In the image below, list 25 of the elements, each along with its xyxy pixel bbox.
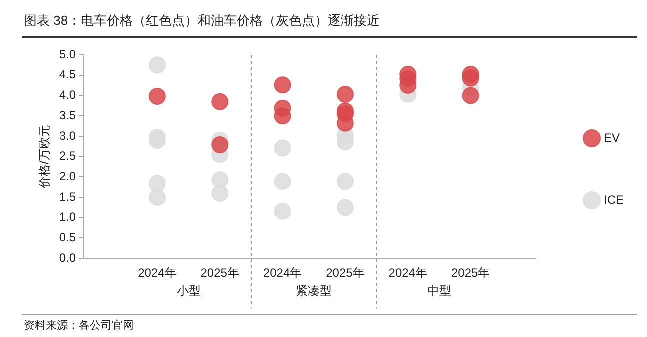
x-tick-label: 2024年 (263, 266, 302, 280)
x-tick-label: 2025年 (326, 266, 365, 280)
text: 资料来源：各公司官网 (24, 318, 134, 333)
y-tick-label: 3.0 (59, 128, 76, 143)
legend-label: EV (604, 130, 620, 145)
y-axis-title: 价格/万欧元 (38, 125, 52, 190)
x-tick-label: 2024年 (138, 266, 177, 280)
x-tick-label: 2024年 (388, 266, 428, 280)
legend-label: ICE (604, 192, 624, 207)
text: 中型 (427, 284, 452, 298)
text: 紧凑型 (296, 284, 332, 298)
y-tick-label: 4.5 (59, 68, 76, 82)
y-tick-label: 3.5 (59, 108, 76, 122)
y-tick-label: 1.5 (59, 190, 76, 204)
y-tick-label: 2.0 (59, 169, 76, 184)
y-tick-label: 2.5 (59, 149, 76, 164)
y-tick-label: 1.0 (59, 210, 76, 224)
y-tick-label: 5.0 (59, 47, 76, 62)
y-tick-label: 4.0 (59, 88, 76, 102)
y-tick-label: 0.0 (59, 250, 76, 265)
x-tick-label: 2025年 (451, 266, 490, 280)
text: 小型 (176, 284, 201, 298)
x-tick-label: 2025年 (200, 266, 240, 280)
y-tick-label: 0.5 (59, 230, 76, 245)
chart-title: 图表 38：电车价格（红色点）和油车价格（灰色点）逐渐接近 (24, 12, 380, 30)
